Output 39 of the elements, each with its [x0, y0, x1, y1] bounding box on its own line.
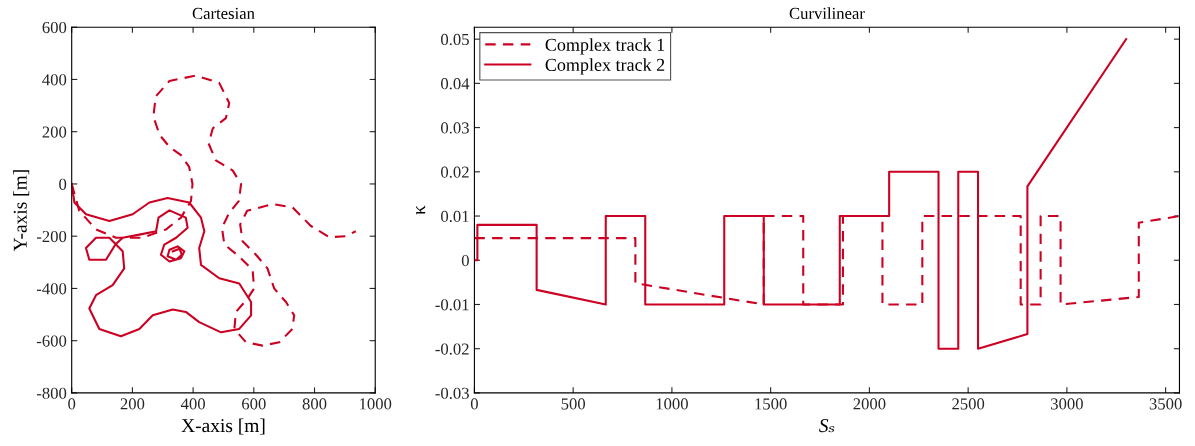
y-tick-label: -400 — [36, 283, 67, 295]
legend-label: Complex track 2 — [545, 58, 665, 75]
y-axis-title: Y-axis [m] — [13, 170, 30, 252]
y-tick-label: -0.01 — [435, 299, 469, 311]
y-tick-label: -200 — [36, 230, 67, 243]
x-tick-label: 500 — [561, 398, 586, 410]
y-tick-label: 0.01 — [441, 210, 469, 223]
y-tick-label: 0.05 — [441, 33, 469, 46]
chart-title: Curvilinear — [789, 7, 865, 20]
x-tick-label: 200 — [120, 398, 145, 410]
x-tick-label: 1000 — [656, 398, 688, 410]
y-tick-label: 0 — [461, 254, 469, 267]
y-tick-label: -0.03 — [435, 387, 469, 399]
x-tick-label: 400 — [180, 398, 205, 410]
legend-label: Complex track 1 — [545, 38, 665, 55]
y-tick-label: -800 — [36, 387, 67, 399]
y-axis-title: κ — [416, 205, 426, 215]
x-tick-label: 0 — [68, 398, 76, 410]
x-tick-label: 3500 — [1149, 398, 1182, 410]
y-tick-label: 0.03 — [441, 122, 469, 134]
x-tick-label: 600 — [242, 398, 266, 410]
y-tick-label: -600 — [36, 335, 67, 347]
y-tick-label: 0.02 — [441, 166, 469, 178]
x-tick-label: 2500 — [952, 398, 985, 410]
y-tick-label: 0 — [59, 178, 67, 190]
y-tick-label: 0.04 — [441, 78, 470, 90]
x-tick-label: 1000 — [360, 398, 392, 410]
y-tick-label: 600 — [42, 21, 67, 34]
x-tick-label: 1500 — [755, 398, 787, 410]
x-tick-label: 2000 — [853, 398, 886, 410]
x-axis-title: Sₛ — [819, 419, 835, 433]
y-tick-label: 400 — [42, 74, 67, 86]
y-tick-label: -0.02 — [435, 343, 469, 355]
x-tick-label: 0 — [470, 398, 478, 410]
x-tick-label: 800 — [302, 398, 327, 410]
x-tick-label: 3000 — [1051, 398, 1083, 410]
y-tick-label: 200 — [42, 126, 67, 138]
x-axis-title: X-axis [m] — [181, 418, 265, 435]
chart-title: Cartesian — [192, 7, 255, 20]
